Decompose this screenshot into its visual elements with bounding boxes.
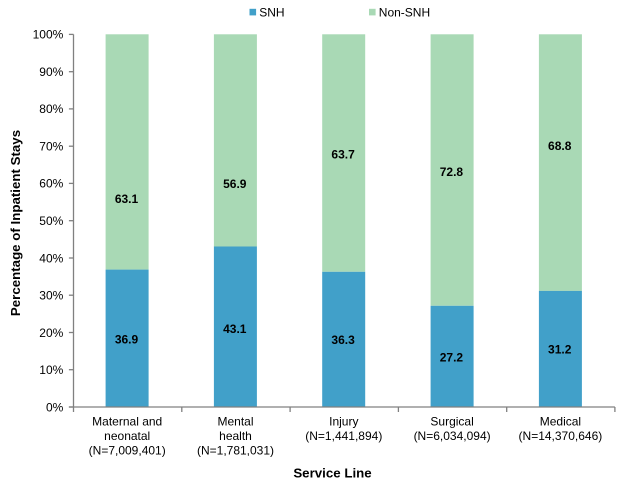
svg-text:Surgical: Surgical	[430, 414, 473, 428]
svg-text:90%: 90%	[39, 65, 63, 79]
svg-text:neonatal: neonatal	[104, 429, 150, 443]
svg-text:20%: 20%	[39, 326, 63, 340]
svg-text:72.8: 72.8	[440, 165, 464, 179]
svg-text:SNH: SNH	[259, 5, 284, 19]
svg-text:80%: 80%	[39, 102, 63, 116]
svg-text:30%: 30%	[39, 289, 63, 303]
svg-text:Medical: Medical	[540, 414, 581, 428]
svg-text:Non-SNH: Non-SNH	[379, 5, 430, 19]
svg-text:(N=14,370,646): (N=14,370,646)	[519, 429, 603, 443]
svg-text:Percentage of Inpatient Stays: Percentage of Inpatient Stays	[8, 130, 23, 316]
svg-text:27.2: 27.2	[440, 350, 464, 364]
svg-text:50%: 50%	[39, 214, 63, 228]
svg-text:(N=7,009,401): (N=7,009,401)	[89, 443, 166, 457]
svg-text:40%: 40%	[39, 251, 63, 265]
svg-text:Service Line: Service Line	[293, 466, 371, 481]
svg-text:36.9: 36.9	[115, 333, 139, 347]
svg-text:70%: 70%	[39, 140, 63, 154]
svg-text:63.1: 63.1	[115, 192, 139, 206]
svg-text:(N=6,034,094): (N=6,034,094)	[414, 429, 491, 443]
svg-text:Maternal and: Maternal and	[92, 414, 162, 428]
svg-text:68.8: 68.8	[548, 139, 572, 153]
svg-text:10%: 10%	[39, 363, 63, 377]
svg-text:health: health	[219, 429, 252, 443]
svg-text:Mental: Mental	[217, 414, 253, 428]
svg-text:(N=1,781,031): (N=1,781,031)	[197, 443, 274, 457]
svg-text:43.1: 43.1	[223, 322, 247, 336]
svg-text:0%: 0%	[46, 400, 64, 414]
svg-text:(N=1,441,894): (N=1,441,894)	[305, 429, 382, 443]
svg-text:31.2: 31.2	[548, 343, 572, 357]
svg-text:36.3: 36.3	[331, 333, 355, 347]
svg-text:63.7: 63.7	[331, 147, 355, 161]
svg-text:56.9: 56.9	[223, 177, 247, 191]
svg-text:Injury: Injury	[329, 414, 358, 428]
svg-text:100%: 100%	[33, 28, 64, 42]
svg-text:60%: 60%	[39, 177, 63, 191]
